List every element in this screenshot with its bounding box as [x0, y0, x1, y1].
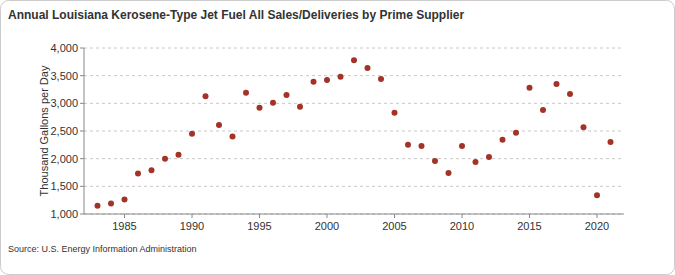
- grid-line: [84, 186, 624, 187]
- x-tick: [192, 214, 193, 218]
- y-tick: [80, 75, 84, 76]
- y-tick: [80, 158, 84, 159]
- y-axis-label: Thousand Gallons per Day: [38, 65, 50, 196]
- point: [95, 203, 101, 209]
- point: [500, 137, 506, 143]
- y-tick-label: 2,500: [50, 125, 78, 137]
- x-tick: [394, 214, 395, 218]
- point: [392, 110, 398, 116]
- x-tick-label: 2000: [315, 220, 339, 232]
- x-tick-label: 2020: [585, 220, 609, 232]
- grid-line: [84, 75, 624, 76]
- y-tick-label: 4,000: [50, 42, 78, 54]
- x-tick: [597, 214, 598, 218]
- grid-line: [84, 48, 624, 49]
- point: [419, 143, 425, 149]
- x-tick-label: 1990: [180, 220, 204, 232]
- point: [135, 171, 141, 177]
- point: [554, 81, 560, 87]
- y-tick: [80, 48, 84, 49]
- x-tick: [259, 214, 260, 218]
- point: [608, 139, 614, 145]
- point: [365, 65, 371, 71]
- point: [284, 92, 290, 98]
- point: [203, 93, 209, 99]
- point: [230, 134, 236, 140]
- x-tick-label: 2005: [382, 220, 406, 232]
- point: [324, 77, 330, 83]
- point: [149, 167, 155, 173]
- y-tick-label: 2,000: [50, 153, 78, 165]
- x-tick: [327, 214, 328, 218]
- point: [473, 159, 479, 165]
- point: [513, 130, 519, 136]
- point: [176, 152, 182, 158]
- x-tick-label: 2010: [450, 220, 474, 232]
- point: [122, 197, 128, 203]
- x-tick: [462, 214, 463, 218]
- point: [216, 122, 222, 128]
- point: [270, 100, 276, 106]
- point: [540, 107, 546, 113]
- y-tick: [80, 186, 84, 187]
- point: [405, 142, 411, 148]
- point: [108, 200, 114, 206]
- point: [351, 57, 357, 63]
- x-tick-label: 2015: [517, 220, 541, 232]
- title: Annual Louisiana Kerosene-Type Jet Fuel …: [8, 8, 464, 22]
- y-tick: [80, 214, 84, 215]
- point: [459, 143, 465, 149]
- y-tick-label: 1,000: [50, 208, 78, 220]
- x-tick-label: 1985: [112, 220, 136, 232]
- point: [446, 170, 452, 176]
- y-tick: [80, 131, 84, 132]
- y-tick-label: 3,500: [50, 70, 78, 82]
- y-axis: [84, 48, 85, 214]
- points: [95, 57, 614, 209]
- grid-line: [84, 103, 624, 104]
- point: [581, 124, 587, 130]
- point: [338, 74, 344, 80]
- point: [567, 91, 573, 97]
- y-tick-label: 1,500: [50, 180, 78, 192]
- chart: Annual Louisiana Kerosene-Type Jet Fuel …: [0, 0, 675, 275]
- point: [297, 104, 303, 110]
- point: [243, 90, 249, 96]
- x-axis: [84, 214, 624, 215]
- point: [162, 156, 168, 162]
- point: [378, 76, 384, 82]
- x-tick: [124, 214, 125, 218]
- grid-line: [84, 131, 624, 132]
- point: [432, 158, 438, 164]
- source: Source: U.S. Energy Information Administ…: [8, 244, 197, 254]
- y-tick-label: 3,000: [50, 97, 78, 109]
- point: [311, 79, 317, 85]
- x-tick-label: 1995: [247, 220, 271, 232]
- frame: [1, 1, 675, 275]
- point: [257, 105, 263, 111]
- y-tick: [80, 103, 84, 104]
- grid-line: [84, 214, 624, 215]
- point: [594, 192, 600, 198]
- point: [189, 131, 195, 137]
- x-tick: [529, 214, 530, 218]
- point: [486, 154, 492, 160]
- point: [527, 85, 533, 91]
